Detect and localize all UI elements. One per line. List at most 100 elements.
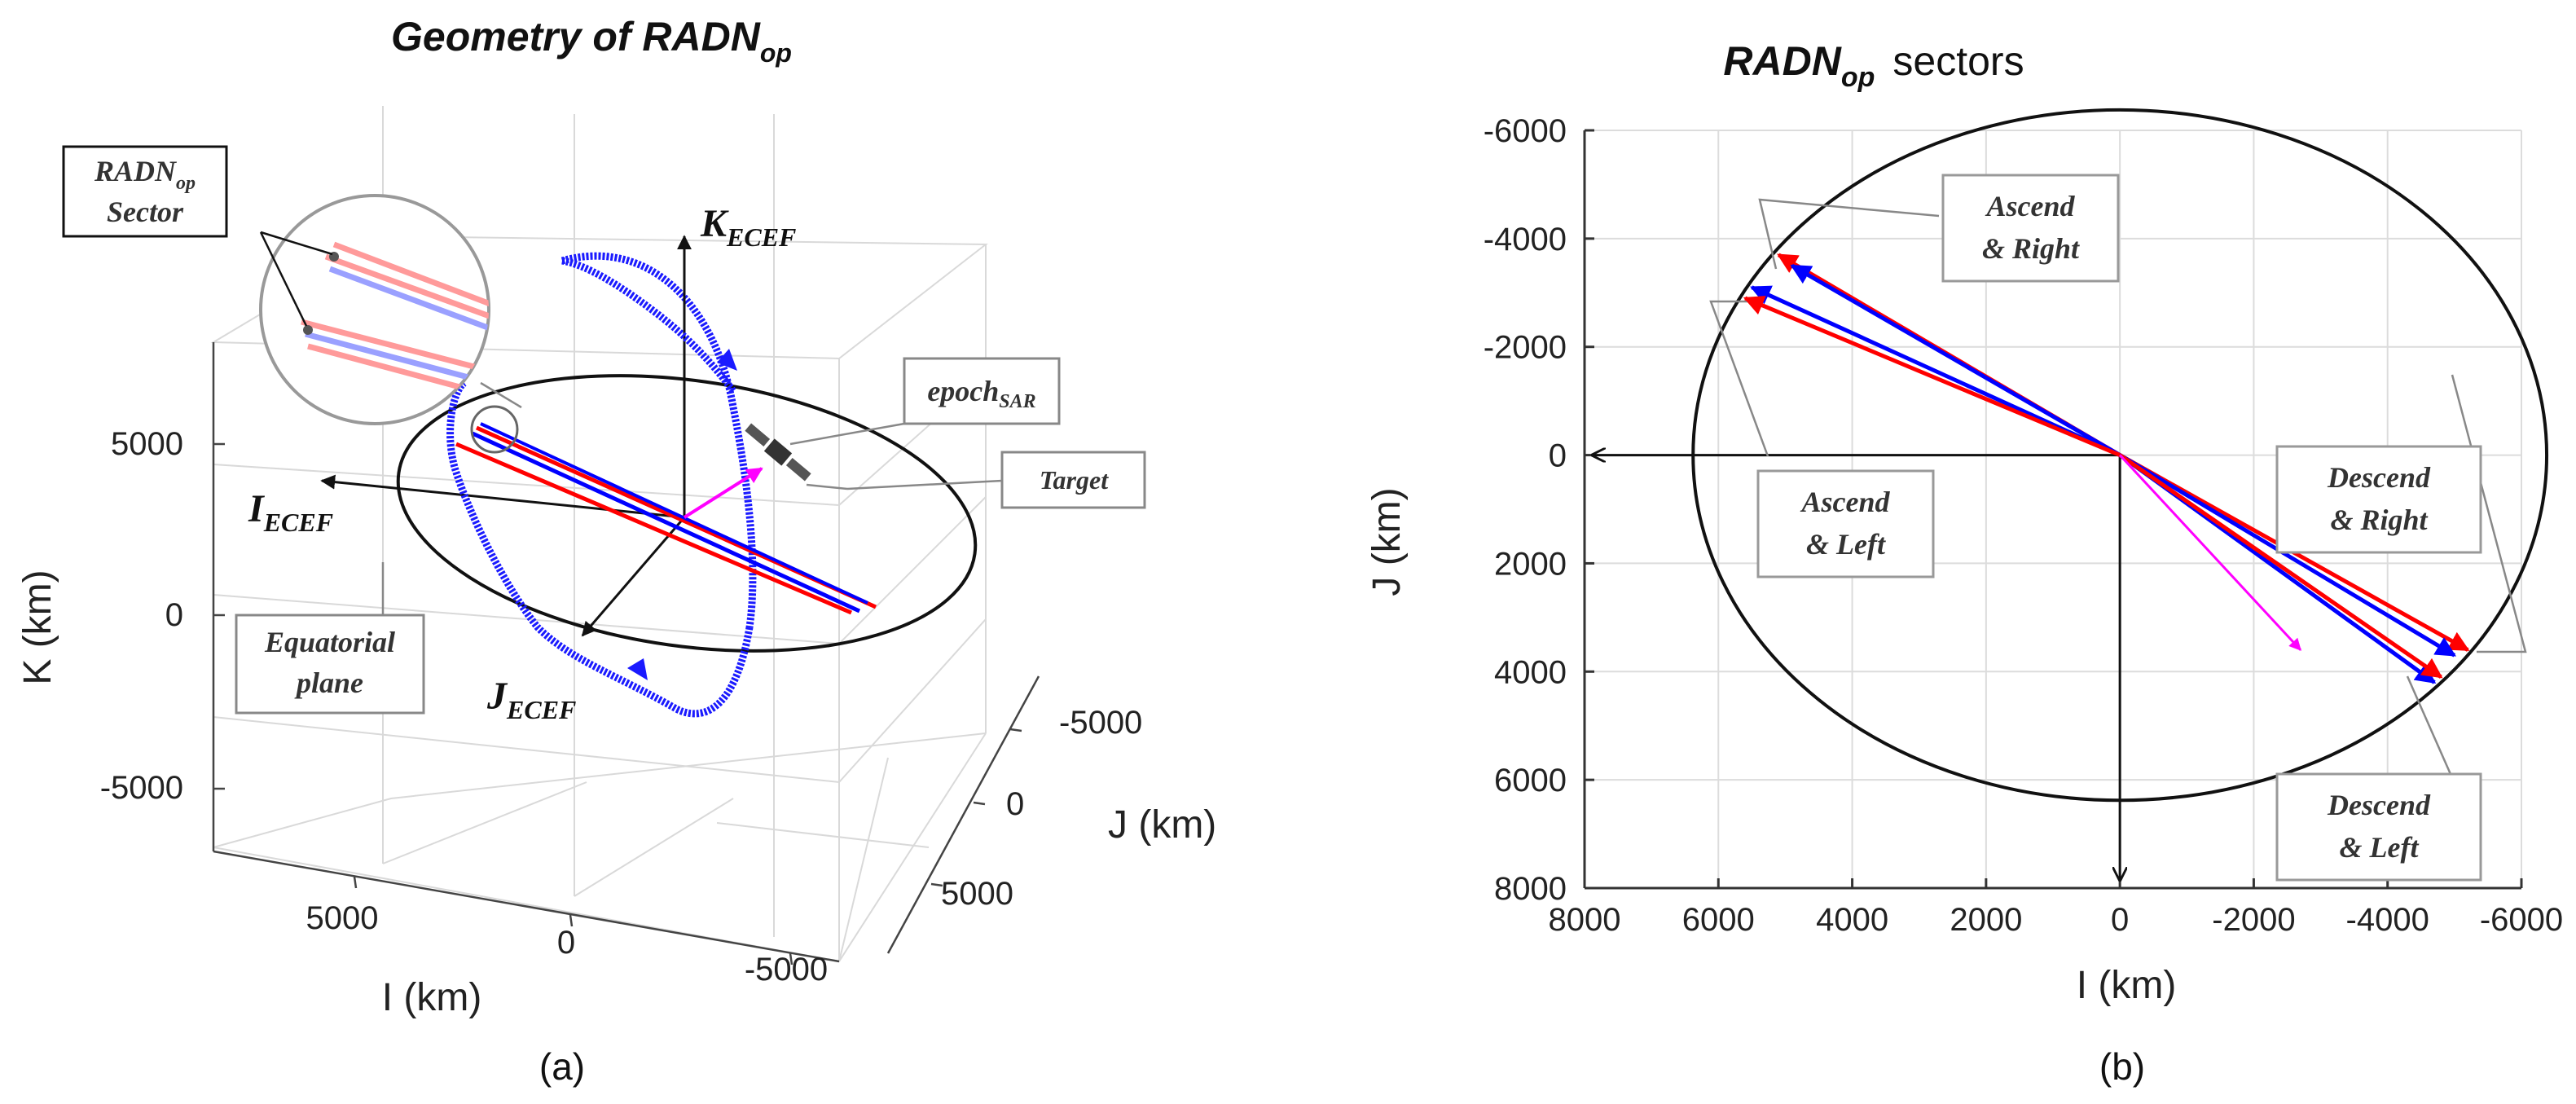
panel-b-xlabel: I (km) <box>2077 964 2177 1007</box>
x-tick-label: -4000 <box>2346 902 2429 938</box>
ascend-left-blue-vector <box>1750 285 2121 457</box>
descend-right-box <box>2275 445 2482 554</box>
panel-a-j-ticks <box>930 728 1022 887</box>
orbit-arrow-1 <box>717 349 737 371</box>
epoch-callout: epochSAR <box>789 357 1061 446</box>
caption-a: (a) <box>539 1045 585 1088</box>
j-tick-2: 0 <box>1006 786 1024 822</box>
panel-a-k-ticks <box>213 442 225 790</box>
ascend-right-box <box>1941 174 2120 283</box>
i-tick-2: 0 <box>557 925 575 961</box>
equatorial-line2: plane <box>294 666 363 699</box>
callout-connector <box>1758 198 1940 270</box>
panel-b-title-sub: op <box>1841 62 1875 93</box>
panel-b-title-tail: sectors <box>1892 38 2024 84</box>
panel-b-ylabel: J (km) <box>1365 487 1409 596</box>
j-axis-label: J (km) <box>1108 803 1216 847</box>
ascend-left-red-vector <box>1743 296 2121 457</box>
panel-a-title: Geometry of RADNop <box>391 14 792 68</box>
target-label: Target <box>1040 465 1109 495</box>
panel-a: Geometry of RADNop 5000 0 <box>16 14 1216 1088</box>
epoch-sub: SAR <box>999 391 1035 412</box>
panel-a-title-main: Geometry of RADN <box>391 14 761 59</box>
y-tick-label: 8000 <box>1494 871 1567 907</box>
orbit-top <box>561 257 736 394</box>
panel-b-plot: 8000 6000 4000 2000 0 -2000 -4000 -6000 -6000 -40… <box>1484 108 2563 938</box>
target-callout: Target <box>806 451 1146 509</box>
equatorial-ellipse <box>396 374 978 653</box>
orbit-back <box>560 252 757 628</box>
x-tick-label: -2000 <box>2212 902 2295 938</box>
k-axis-label: K (km) <box>16 570 59 684</box>
y-tick-label: 2000 <box>1494 546 1567 582</box>
y-tick-label: 0 <box>1549 438 1567 474</box>
x-tick-label: 6000 <box>1682 902 1755 938</box>
k-tick-3: -5000 <box>100 770 183 806</box>
k-ecef-label: KECEF <box>700 202 796 252</box>
y-tick-label: 6000 <box>1494 763 1567 798</box>
j-ecef-main: J <box>486 675 508 718</box>
j-tick-1: -5000 <box>1059 705 1142 741</box>
j-tick-3: 5000 <box>941 876 1013 912</box>
satellite-icon <box>745 423 811 482</box>
ascend-right-label: Ascend <box>1985 190 2076 222</box>
x-tick-label: 0 <box>2111 902 2129 938</box>
panel-a-axes <box>212 342 1040 963</box>
y-tick-label: -4000 <box>1484 222 1567 257</box>
panel-a-title-sub: op <box>760 38 792 68</box>
descend-left-label: Descend <box>2327 789 2431 821</box>
descend-right-label: & Right <box>2330 504 2428 536</box>
equatorial-callout: Equatorial plane <box>235 562 425 715</box>
y-tick-label: -2000 <box>1484 330 1567 366</box>
sector-label-main: RADN <box>94 155 178 187</box>
y-tick-label: 4000 <box>1494 654 1567 690</box>
y-tick-label: -6000 <box>1484 113 1567 149</box>
vec3d-red-2 <box>455 442 852 615</box>
ascend-left-label: & Left <box>1806 528 1886 561</box>
j-ecef-sub: ECEF <box>506 695 576 724</box>
j-ecef-label: JECEF <box>486 675 576 724</box>
x-tick-label: -6000 <box>2480 902 2563 938</box>
k-tick-2: 0 <box>165 597 183 633</box>
i-axis-label: I (km) <box>382 976 482 1019</box>
panel-a-i-ticks <box>353 876 793 965</box>
descend-left-label: & Left <box>2340 831 2420 864</box>
ascend-left-label: Ascend <box>1800 486 1891 518</box>
equatorial-line1: Equatorial <box>264 626 395 658</box>
vec3d-blue-1 <box>471 431 861 614</box>
sector-label-line2: Sector <box>107 196 184 228</box>
i-ecef-sub: ECEF <box>263 508 333 537</box>
svg-text:RADNop: RADNop <box>94 155 196 194</box>
k-ecef-sub: ECEF <box>726 222 796 252</box>
descend-left-red-vector <box>2118 453 2443 679</box>
i-ecef-main: I <box>248 487 266 530</box>
ascend-left-box <box>1756 469 1935 578</box>
vec3d-blue-2 <box>480 422 868 605</box>
j-ecef-axis <box>581 517 686 637</box>
panel-b: RADNop sectors 8000 6000 4000 2000 0 -2000 -400… <box>1365 38 2563 1088</box>
panel-b-title: RADNop sectors <box>1723 38 2024 93</box>
k-tick-1: 5000 <box>111 426 183 462</box>
epoch-main: epoch <box>927 375 999 407</box>
orbit-front <box>446 380 754 718</box>
descend-left-box <box>2275 772 2482 882</box>
sector-callout: RADNop Sector <box>62 145 228 238</box>
ascend-right-label: & Right <box>1982 232 2080 265</box>
target-vector <box>2119 454 2302 651</box>
panel-b-title-main: RADN <box>1723 38 1841 84</box>
i-tick-3: -5000 <box>745 952 828 987</box>
descend-right-label: Descend <box>2327 461 2431 494</box>
caption-b: (b) <box>2099 1045 2145 1088</box>
x-tick-label: 8000 <box>1549 902 1621 938</box>
i-ecef-axis <box>320 474 685 519</box>
sector-label-sub: op <box>176 173 196 194</box>
zoom-inset <box>259 194 522 425</box>
i-tick-1: 5000 <box>306 900 379 936</box>
i-ecef-label: IECEF <box>248 487 333 537</box>
x-tick-label: 4000 <box>1816 902 1888 938</box>
vec3d-target <box>683 467 763 519</box>
orbit-arrow-2 <box>627 658 648 680</box>
x-tick-label: 2000 <box>1950 902 2022 938</box>
sector-marker <box>470 405 519 454</box>
